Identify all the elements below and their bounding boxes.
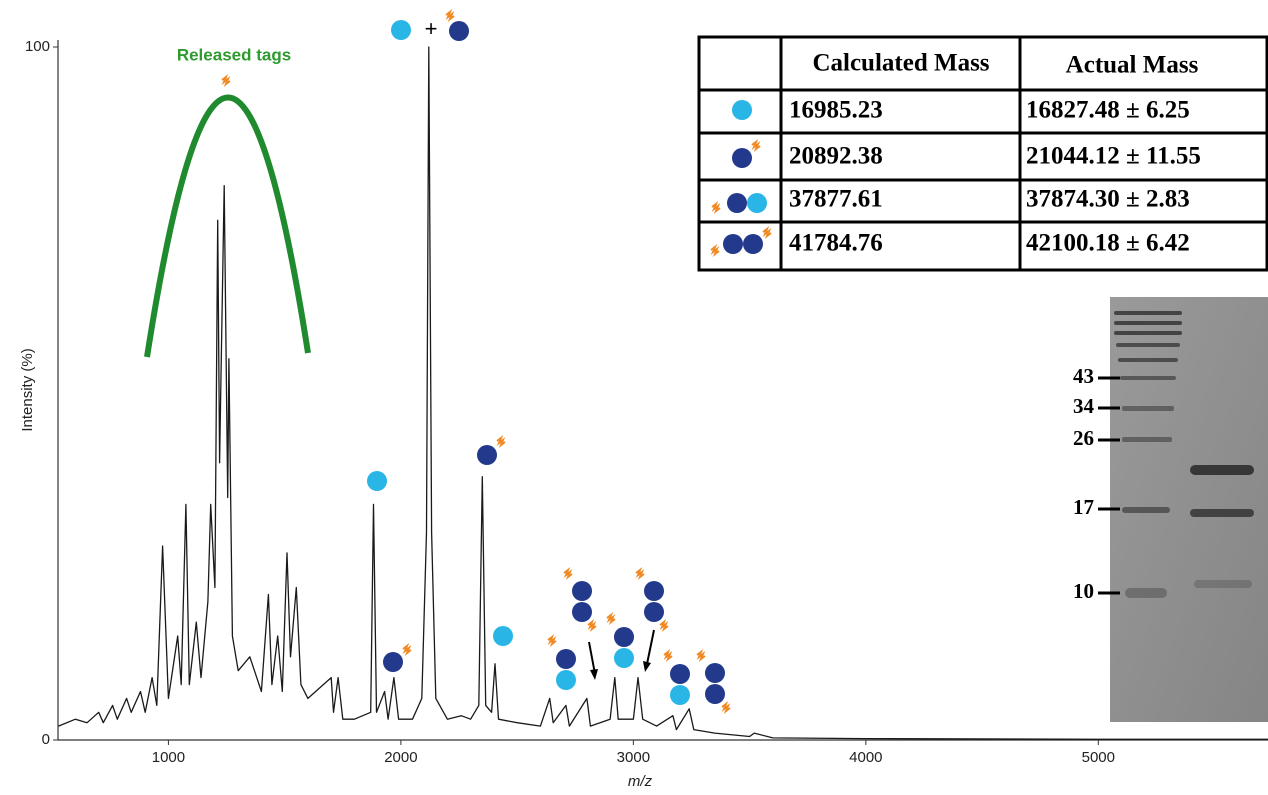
calculated-mass: 41784.76 xyxy=(789,230,883,257)
gel-marker-label: 17 xyxy=(1073,495,1094,519)
light-blue-icon xyxy=(732,100,752,120)
light-blue-icon xyxy=(493,626,513,646)
dark-blue-icon xyxy=(727,193,747,213)
tag-icon xyxy=(403,646,411,653)
dark-blue-icon xyxy=(614,627,634,647)
y-axis-label: Intensity (%) xyxy=(19,348,36,431)
dark-blue-icon xyxy=(670,664,690,684)
tag-icon xyxy=(711,247,719,254)
tag-icon xyxy=(446,12,454,19)
x-tick-label: 1000 xyxy=(152,749,185,766)
dark-blue-icon xyxy=(705,663,725,683)
table-header: Actual Mass xyxy=(1066,52,1199,79)
tag-icon xyxy=(763,229,771,236)
arrow xyxy=(647,630,654,664)
light-blue-icon xyxy=(614,648,634,668)
tag-icon xyxy=(697,652,705,659)
dark-blue-icon xyxy=(572,581,592,601)
table-header: Calculated Mass xyxy=(812,50,989,77)
dark-blue-icon xyxy=(644,581,664,601)
tag-icon xyxy=(722,704,730,711)
light-blue-icon xyxy=(367,471,387,491)
arrow xyxy=(589,642,595,674)
calculated-mass: 20892.38 xyxy=(789,143,883,170)
dark-blue-icon xyxy=(556,649,576,669)
gel-marker-label: 10 xyxy=(1073,579,1094,603)
light-blue-icon xyxy=(670,685,690,705)
x-tick-label: 5000 xyxy=(1082,749,1115,766)
dark-blue-icon xyxy=(705,684,725,704)
plus-sign: + xyxy=(425,16,438,41)
actual-mass: 21044.12 ± 11.55 xyxy=(1026,143,1201,170)
actual-mass: 42100.18 ± 6.42 xyxy=(1026,230,1190,257)
tag-icon xyxy=(564,570,572,577)
arrow-head xyxy=(590,669,598,680)
chart: Intensity (%) m/z Released tags + xyxy=(0,0,1268,795)
calculated-mass: 37877.61 xyxy=(789,186,883,213)
x-axis-label: m/z xyxy=(628,773,653,790)
tag-icon xyxy=(497,438,505,445)
y-tick-label: 100 xyxy=(25,38,50,55)
tag-icon xyxy=(664,652,672,659)
dark-blue-icon xyxy=(477,445,497,465)
light-blue-icon xyxy=(747,193,767,213)
dark-blue-icon xyxy=(383,652,403,672)
dark-blue-icon xyxy=(723,234,743,254)
gel-marker-label: 34 xyxy=(1073,394,1095,418)
released-tags-curve xyxy=(147,97,308,357)
tag-icon xyxy=(607,615,615,622)
actual-mass: 37874.30 ± 2.83 xyxy=(1026,186,1190,213)
tag-icon xyxy=(636,570,644,577)
tag-icon xyxy=(712,204,720,211)
x-tick-label: 3000 xyxy=(617,749,650,766)
dark-blue-icon xyxy=(449,21,469,41)
dark-blue-icon xyxy=(572,602,592,622)
calculated-mass: 16985.23 xyxy=(789,97,883,124)
y-tick-label: 0 xyxy=(42,731,50,748)
tag-icon xyxy=(660,622,668,629)
tag-icon xyxy=(752,142,760,149)
x-tick-label: 2000 xyxy=(384,749,417,766)
gel-marker-label: 43 xyxy=(1073,364,1094,388)
dark-blue-icon xyxy=(732,148,752,168)
figure: Intensity (%) m/z Released tags + xyxy=(0,0,1268,795)
tag-icon xyxy=(222,77,230,84)
actual-mass: 16827.48 ± 6.25 xyxy=(1026,97,1190,124)
arrow-head xyxy=(643,661,651,672)
tag-icon xyxy=(588,622,596,629)
tag-icon xyxy=(548,637,556,644)
dark-blue-icon xyxy=(644,602,664,622)
light-blue-icon xyxy=(391,20,411,40)
light-blue-icon xyxy=(556,670,576,690)
x-tick-label: 4000 xyxy=(849,749,882,766)
released-tags-label: Released tags xyxy=(177,45,291,64)
dark-blue-icon xyxy=(743,234,763,254)
gel-marker-label: 26 xyxy=(1073,426,1094,450)
